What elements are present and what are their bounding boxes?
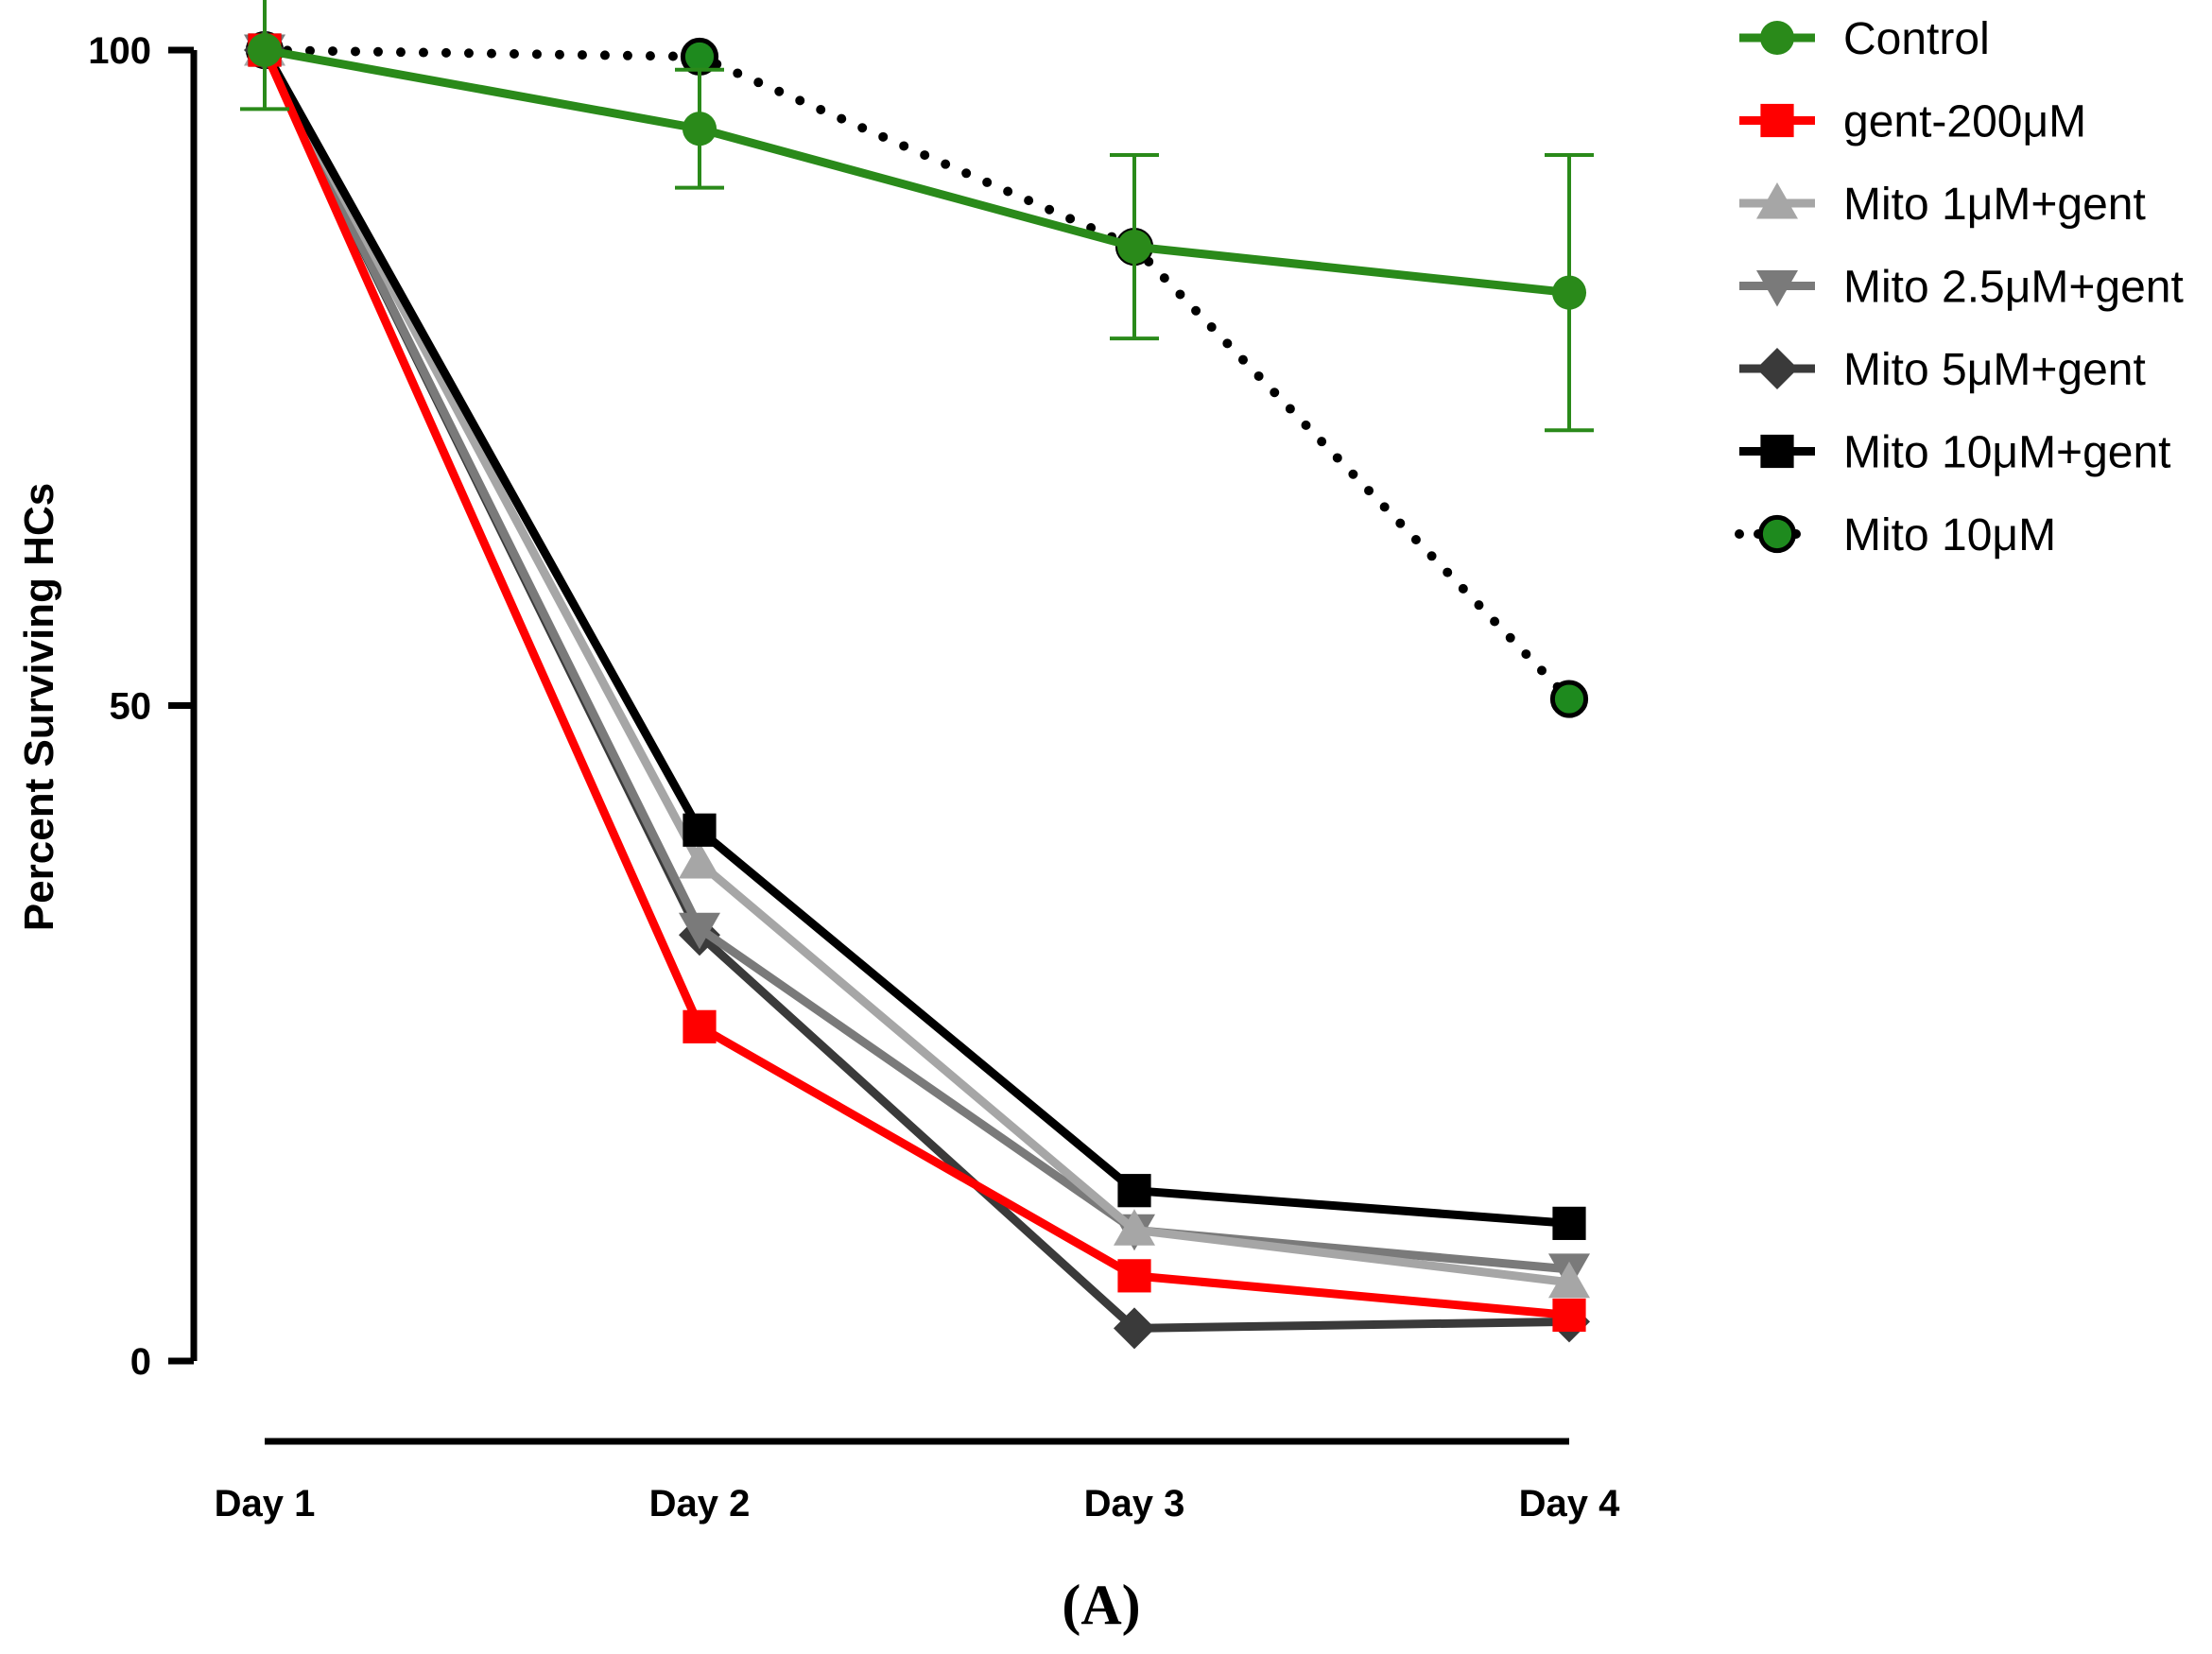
data-point-control <box>1116 230 1152 265</box>
legend-swatch-marker <box>1756 182 1798 219</box>
axes: 0 50 100 Day 1 Day 2 Day 3 Day 4 <box>88 30 1620 1525</box>
data-point-control <box>1551 275 1587 310</box>
data-point-mito-10um-gent <box>1552 1206 1586 1240</box>
series-control <box>240 0 1594 433</box>
data-point-gent-200um <box>683 1009 717 1043</box>
legend-label: Control <box>1843 14 1990 64</box>
series-mito-10um-gent <box>248 33 1586 1240</box>
legend-swatch-marker <box>1760 434 1794 469</box>
series-line-mito-2-5um-gent <box>260 48 1570 1274</box>
data-point-mito-5um-gent <box>1114 1307 1155 1350</box>
y-tick-label: 50 <box>110 686 152 728</box>
data-point-mito-10um-gent <box>1117 1174 1151 1208</box>
data-point-mito-10um <box>1549 680 1589 718</box>
legend-label: gent-200μM <box>1843 97 2086 147</box>
series-line-mito-5um-gent <box>260 48 1570 1333</box>
x-tick-label: Day 1 <box>215 1483 316 1525</box>
legend-item-mito-10um-gent: Mito 10μM+gent <box>1739 428 2171 478</box>
legend-swatch-marker <box>1756 270 1798 307</box>
legend-item-gent-200um: gent-200μM <box>1739 97 2086 147</box>
legend-label: Mito 2.5μM+gent <box>1843 263 2184 313</box>
legend-label: Mito 5μM+gent <box>1843 345 2146 395</box>
legend-swatch-marker <box>1759 20 1795 56</box>
legend-swatch-marker <box>1757 514 1797 554</box>
data-point-mito-1um-gent <box>1548 1261 1590 1299</box>
series-layer <box>240 0 1594 1350</box>
data-point-gent-200um <box>1552 1298 1586 1333</box>
series-line-mito-1um-gent <box>261 47 1570 1287</box>
legend-item-mito-2-5um-gent: Mito 2.5μM+gent <box>1739 263 2184 313</box>
series-mito-2-5um-gent <box>244 34 1590 1290</box>
legend-label: Mito 10μM+gent <box>1843 428 2171 478</box>
x-tick-label: Day 4 <box>1519 1483 1620 1525</box>
data-point-control <box>682 112 717 146</box>
legend-item-mito-1um-gent: Mito 1μM+gent <box>1739 180 2146 230</box>
x-tick-label: Day 2 <box>649 1483 751 1525</box>
data-point-mito-2-5um-gent <box>679 912 720 950</box>
legend-item-mito-10um: Mito 10μM <box>1735 510 2056 560</box>
series-line-mito-10um <box>260 45 1574 704</box>
legend-label: Mito 10μM <box>1843 510 2056 560</box>
legend: Control gent-200μM Mito 1μM+gent Mito 2.5μM… <box>1735 14 2184 560</box>
y-tick-label: 0 <box>130 1341 151 1383</box>
series-mito-1um-gent <box>244 29 1590 1299</box>
data-point-mito-1um-gent <box>1114 1209 1155 1246</box>
data-point-control <box>247 32 283 68</box>
legend-label: Mito 1μM+gent <box>1843 180 2146 230</box>
data-point-gent-200um <box>1117 1259 1151 1293</box>
legend-item-control: Control <box>1739 14 1990 64</box>
panel-label: (A) <box>1062 1574 1140 1636</box>
legend-swatch-marker <box>1756 348 1798 389</box>
y-tick-label: 100 <box>88 30 151 72</box>
x-tick-label: Day 3 <box>1084 1483 1185 1525</box>
data-point-mito-10um-gent <box>683 813 717 847</box>
series-line-mito-10um-gent <box>261 47 1570 1228</box>
series-line-control <box>264 45 1570 298</box>
series-line-gent-200um <box>260 48 1570 1319</box>
y-axis-title: Percent Surviving HCs <box>16 483 62 931</box>
legend-item-mito-5um-gent: Mito 5μM+gent <box>1739 345 2146 395</box>
legend-swatch-marker <box>1760 103 1794 138</box>
data-point-mito-1um-gent <box>679 841 720 879</box>
